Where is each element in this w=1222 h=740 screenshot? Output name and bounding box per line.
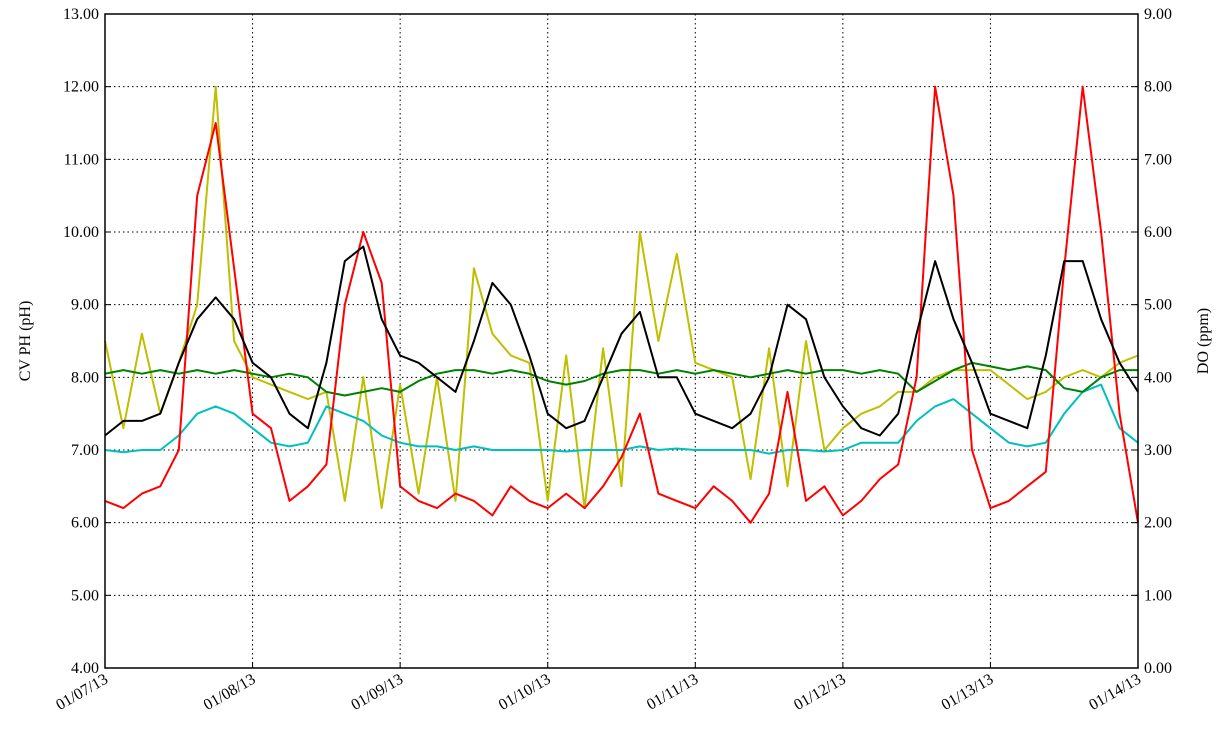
- y2-axis-label: DO (ppm): [1195, 308, 1212, 374]
- y2-tick-label: 0.00: [1144, 660, 1172, 677]
- series-line: [104, 85, 1139, 510]
- x-tick-label: 01/11/13: [644, 671, 701, 714]
- y2-tick-label: 5.00: [1144, 297, 1172, 314]
- y-tick-label: 13.00: [63, 6, 99, 23]
- x-tick-label: 01/07/13: [53, 671, 111, 714]
- y-axis-label: CV PH (pH): [17, 301, 34, 382]
- series-line: [104, 85, 1139, 524]
- x-tick-label: 01/09/13: [348, 671, 406, 714]
- y-tick-label: 8.00: [71, 369, 99, 386]
- y-tick-label: 9.00: [71, 297, 99, 314]
- series-line: [104, 383, 1139, 455]
- y2-tick-label: 1.00: [1144, 587, 1172, 604]
- y2-tick-label: 3.00: [1144, 442, 1172, 459]
- y-tick-label: 4.00: [71, 660, 99, 677]
- x-tick-label: 01/13/13: [939, 671, 997, 714]
- y2-tick-label: 4.00: [1144, 369, 1172, 386]
- y-tick-label: 7.00: [71, 442, 99, 459]
- y2-tick-label: 6.00: [1144, 224, 1172, 241]
- y2-tick-label: 9.00: [1144, 6, 1172, 23]
- y-tick-label: 6.00: [71, 515, 99, 532]
- x-tick-label: 01/12/13: [791, 671, 849, 714]
- y-tick-label: 10.00: [63, 224, 99, 241]
- y2-tick-label: 2.00: [1144, 515, 1172, 532]
- y-tick-label: 11.00: [64, 151, 99, 168]
- y-tick-label: 12.00: [63, 79, 99, 96]
- x-tick-label: 01/10/13: [496, 671, 554, 714]
- series-line: [104, 245, 1139, 437]
- y2-tick-label: 8.00: [1144, 79, 1172, 96]
- x-tick-label: 01/14/13: [1086, 671, 1144, 714]
- x-tick-label: 01/08/13: [201, 671, 259, 714]
- y-tick-label: 5.00: [71, 587, 99, 604]
- plot-frame: [104, 13, 1139, 669]
- y2-tick-label: 7.00: [1144, 151, 1172, 168]
